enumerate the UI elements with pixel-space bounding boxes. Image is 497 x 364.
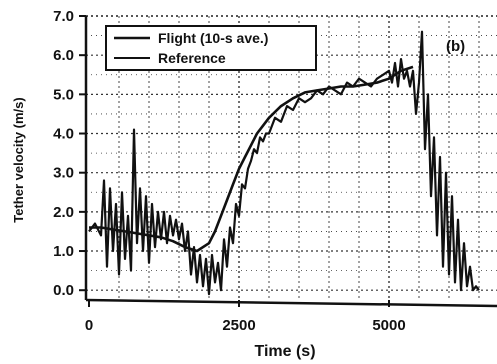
tick-labels: 0.0 1.0 2.0 3.0 4.0 5.0 6.0 7.0 0 2500 5000 <box>53 8 406 334</box>
series-line-flight <box>88 30 480 296</box>
x-tick-label: 5000 <box>372 317 405 334</box>
series-line-reference <box>89 65 414 253</box>
axes <box>79 15 497 308</box>
y-tick-label: 6.0 <box>53 47 74 64</box>
panel-label: (b) <box>446 38 465 55</box>
y-tick-label: 1.0 <box>53 243 74 260</box>
legend-label-reference: Reference <box>158 50 226 66</box>
y-tick-label: 4.0 <box>53 126 74 143</box>
y-tick-label: 0.0 <box>53 282 74 299</box>
y-tick-label: 7.0 <box>53 8 74 25</box>
y-tick-label: 3.0 <box>53 165 74 182</box>
y-tick-label: 2.0 <box>53 204 74 221</box>
x-tick-label: 0 <box>85 317 93 334</box>
x-axis-line <box>85 298 497 308</box>
legend-box <box>105 25 317 71</box>
legend-label-flight: Flight (10-s ave.) <box>158 30 268 46</box>
x-axis-title: Time (s) <box>254 343 315 360</box>
x-tick-label: 2500 <box>222 317 255 334</box>
y-tick-label: 5.0 <box>53 86 74 103</box>
legend: Flight (10-s ave.) Reference <box>105 25 317 71</box>
series-lines <box>88 30 480 296</box>
y-axis-title: Tether velocity (m/s) <box>11 97 26 222</box>
